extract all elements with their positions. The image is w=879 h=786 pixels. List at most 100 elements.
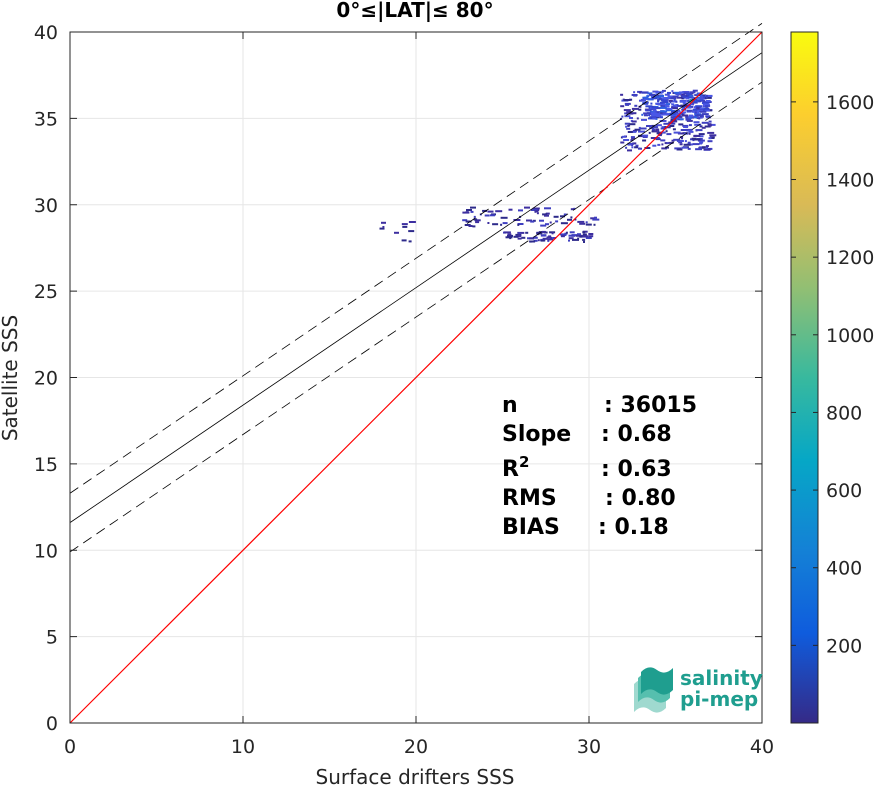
density-cell xyxy=(620,117,623,120)
density-cell xyxy=(705,96,708,99)
density-cell xyxy=(638,147,641,150)
density-cell xyxy=(685,94,693,97)
density-cell xyxy=(470,206,476,209)
density-cell xyxy=(518,232,521,235)
density-cell xyxy=(687,147,691,150)
density-cell xyxy=(588,235,594,238)
density-cell xyxy=(468,225,473,227)
lower-confidence-line xyxy=(69,81,763,553)
density-cell xyxy=(630,136,635,139)
density-cell xyxy=(568,237,574,240)
density-cell xyxy=(662,103,670,106)
density-cell xyxy=(490,214,495,217)
density-cell xyxy=(697,139,705,142)
density-cell xyxy=(660,139,666,142)
x-tick-label: 0 xyxy=(64,736,76,758)
logo-wave-icon xyxy=(634,667,673,713)
density-cell xyxy=(659,120,667,122)
density-cell xyxy=(574,218,577,221)
density-cell xyxy=(677,148,683,151)
density-cell xyxy=(475,221,480,224)
density-cell xyxy=(676,109,679,112)
density-cell xyxy=(628,111,633,114)
density-cell xyxy=(676,115,681,118)
density-cell xyxy=(660,127,667,130)
density-cell xyxy=(649,127,655,130)
density-cell xyxy=(657,99,660,102)
density-cell xyxy=(655,111,660,114)
density-points xyxy=(379,89,717,243)
density-cell xyxy=(707,140,713,143)
density-cell xyxy=(621,115,624,118)
density-cell xyxy=(585,223,592,226)
density-cell xyxy=(547,239,550,242)
density-cell xyxy=(679,111,687,114)
density-cell xyxy=(517,223,520,226)
density-cell xyxy=(652,117,657,120)
density-cell xyxy=(645,101,649,104)
density-cell xyxy=(683,126,689,128)
density-cell xyxy=(500,216,508,219)
density-cell xyxy=(517,237,522,240)
stat-label: BIAS xyxy=(502,515,560,540)
density-cell xyxy=(677,96,684,99)
density-cell xyxy=(692,108,698,111)
density-cell xyxy=(673,131,681,134)
density-cell xyxy=(570,216,573,219)
density-cell xyxy=(642,96,649,99)
density-cell xyxy=(686,119,693,122)
density-cell xyxy=(646,95,650,98)
density-cell xyxy=(641,91,648,94)
density-cell xyxy=(579,235,583,238)
density-cell xyxy=(705,115,711,118)
density-cell xyxy=(694,111,697,114)
density-cell xyxy=(508,208,513,211)
density-cell xyxy=(682,91,690,93)
density-cell xyxy=(551,232,554,235)
density-cell xyxy=(664,142,667,145)
density-cell xyxy=(657,134,662,137)
density-cell xyxy=(652,128,655,131)
density-cell xyxy=(708,137,712,140)
density-cell xyxy=(650,112,657,115)
density-cell xyxy=(668,100,673,102)
density-cell xyxy=(502,222,508,225)
density-cell xyxy=(559,233,566,236)
density-cell xyxy=(542,237,548,240)
density-cell xyxy=(682,106,686,109)
density-cell xyxy=(560,235,565,238)
density-cell xyxy=(671,139,675,142)
density-cell xyxy=(536,212,539,215)
density-cell xyxy=(639,99,646,102)
density-cell xyxy=(572,238,579,241)
density-cell xyxy=(623,109,631,112)
density-cell xyxy=(671,107,678,110)
density-cell xyxy=(655,91,663,94)
density-cell xyxy=(681,97,685,100)
density-cell xyxy=(631,146,634,149)
density-cell xyxy=(677,109,681,112)
density-cell xyxy=(658,96,662,99)
density-cell xyxy=(379,227,385,230)
density-cell xyxy=(679,100,686,103)
density-cell xyxy=(656,132,661,135)
density-cell xyxy=(495,210,503,213)
density-cell xyxy=(408,230,415,233)
density-cell xyxy=(650,95,655,98)
density-cell xyxy=(569,231,575,234)
density-cell xyxy=(659,106,667,109)
density-cell xyxy=(518,209,523,212)
density-cell xyxy=(623,99,631,101)
density-cell xyxy=(505,236,513,239)
density-cell xyxy=(620,105,625,108)
density-cell xyxy=(525,231,529,234)
density-cell xyxy=(626,111,631,114)
density-cell xyxy=(563,234,567,236)
density-cell xyxy=(703,95,706,98)
density-cell xyxy=(707,123,712,126)
density-cell xyxy=(705,100,711,102)
density-cell xyxy=(685,118,691,121)
density-cell xyxy=(657,98,661,101)
density-cell xyxy=(671,110,676,112)
density-cell xyxy=(650,102,653,105)
